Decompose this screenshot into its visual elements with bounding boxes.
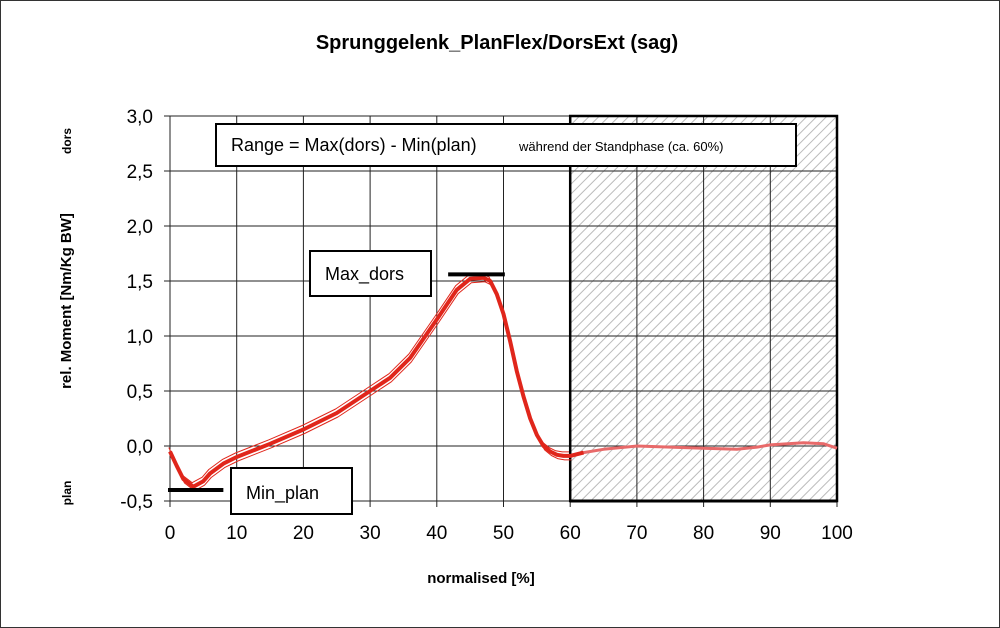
- x-tick-label: 20: [293, 523, 314, 544]
- x-tick-label: 50: [493, 523, 514, 544]
- min-plan-box: [230, 467, 353, 515]
- range-annotation-text: Range = Max(dors) - Min(plan): [231, 135, 477, 155]
- x-axis-label: normalised [%]: [427, 570, 535, 587]
- x-tick-label: 30: [360, 523, 381, 544]
- series-line-mean: [168, 275, 584, 489]
- x-tick-label: 70: [626, 523, 647, 544]
- y-axis-label: rel. Moment [Nm/Kg BW]: [58, 213, 75, 389]
- max-dors-box: [309, 250, 432, 297]
- x-tick-label: 60: [560, 523, 581, 544]
- x-tick-label: 0: [165, 523, 176, 544]
- y-tick-label: 1,0: [127, 327, 153, 348]
- chart-title: Sprunggelenk_PlanFlex/DorsExt (sag): [316, 32, 678, 54]
- y-axis-label-plan: plan: [60, 481, 74, 506]
- y-tick-label: 0,0: [127, 437, 153, 458]
- x-tick-label: 100: [821, 523, 853, 544]
- y-tick-label: 2,5: [127, 162, 153, 183]
- x-tick-label: 90: [760, 523, 781, 544]
- x-tick-label: 80: [693, 523, 714, 544]
- y-tick-label: -0,5: [120, 492, 153, 513]
- x-tick-label: 40: [426, 523, 447, 544]
- y-tick-label: 0,5: [127, 382, 153, 403]
- y-tick-label: 1,5: [127, 272, 153, 293]
- min-plan-label: Min_plan: [246, 483, 319, 504]
- x-tick-label: 10: [226, 523, 247, 544]
- max-dors-label: Max_dors: [325, 264, 404, 285]
- range-annotation-subtext: während der Standphase (ca. 60%): [518, 139, 724, 154]
- y-tick-label: 3,0: [127, 107, 153, 128]
- range-annotation-box: [215, 123, 797, 167]
- y-tick-label: 2,0: [127, 217, 153, 238]
- series-band-line: [168, 273, 569, 484]
- y-axis-label-dors: dors: [60, 128, 74, 154]
